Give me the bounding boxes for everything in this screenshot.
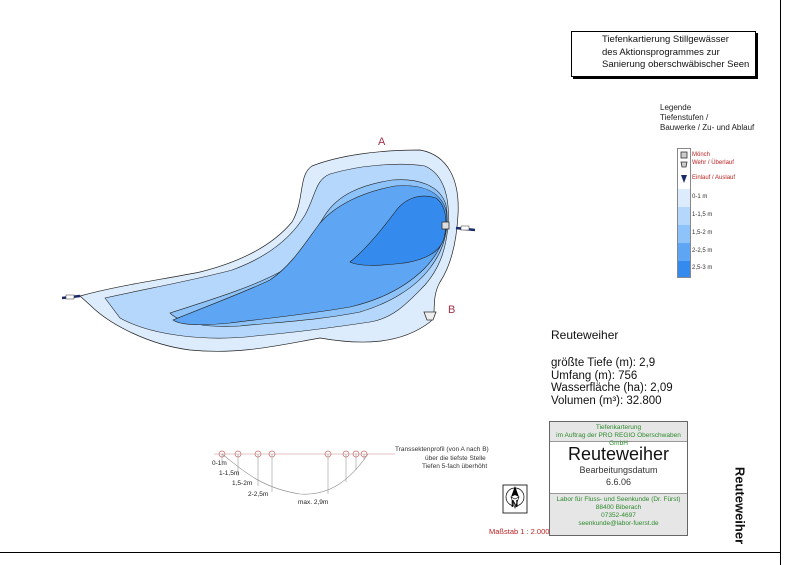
- title-line-2: des Aktionsprogrammes zur: [602, 46, 720, 58]
- lake-stats: größte Tiefe (m): 2,9 Umfang (m): 756 Wa…: [551, 357, 673, 407]
- stat-volume: Volumen (m³): 32.800: [551, 394, 662, 407]
- title-block: Tiefenkarterung im Auftrag der PRO REGIO…: [549, 421, 688, 536]
- client-line-1: Tiefenkarterung: [595, 424, 642, 431]
- depth-zone-1.5-2: [169, 179, 448, 327]
- transect-markers: [218, 450, 368, 458]
- legend-label-weir: Wehr / Überlauf: [692, 160, 734, 166]
- point-a-label: A: [378, 136, 386, 148]
- transect-profile: [214, 453, 395, 495]
- lake-name: Reuteweiher: [551, 328, 619, 342]
- stat-max-depth: größte Tiefe (m): 2,9: [551, 357, 656, 369]
- legend-label-2-2.5: 2-2,5 m: [692, 248, 713, 254]
- profile-caption: Transsektenprofil (von A nach B) über di…: [395, 446, 489, 472]
- legend-label-0-1: 0-1 m: [692, 194, 708, 200]
- profile-label-1-1.5: 1-1,5m: [219, 470, 240, 477]
- profile-caption-line-2: über die tiefste Stelle: [425, 454, 486, 462]
- title-block-name: Reuteweiher: [567, 444, 670, 464]
- date-value: 6.6.06: [605, 477, 632, 487]
- profile-label-1.5-2: 1,5-2m: [232, 480, 253, 487]
- depth-zone-0-1: [79, 149, 459, 352]
- profile-caption-line-3: Tiefen 5-fach überhöht: [422, 463, 488, 470]
- client-line-2: im Auftrag der PRO REGIO Oberschwaben Gm…: [556, 432, 681, 447]
- client-band: Tiefenkarterung im Auftrag der PRO REGIO…: [550, 422, 687, 447]
- lab-line-4: seenkunde@labor-fuerst.de: [578, 520, 659, 527]
- outlet-b-icon: [423, 311, 437, 321]
- inlet-west-icon: [61, 294, 81, 300]
- legend-swatch-1-1.5: [678, 207, 690, 225]
- profile-label-max: max. 2,9m: [298, 499, 329, 506]
- depth-zone-2-2.5: [172, 185, 448, 325]
- inlet-outlet-icon: [679, 174, 689, 184]
- frame-right-line: [780, 0, 781, 565]
- legend-subheading-structures: Bauwerke / Zu- und Ablauf: [660, 123, 755, 132]
- side-title: Reuteweiher: [732, 466, 748, 545]
- legend-column: [677, 148, 691, 278]
- frame-bottom-line: [0, 552, 781, 553]
- legend-swatch-0-1: [678, 189, 690, 207]
- stat-area: Wasserfläche (ha): 2,09: [551, 382, 673, 394]
- date-label: Bearbeitungsdatum: [579, 465, 658, 475]
- weir-icon: [441, 221, 450, 230]
- profile-label-0-1: 0-1m: [212, 460, 227, 467]
- north-label: N: [511, 499, 519, 510]
- lab-line-3: 07352-4697: [601, 512, 636, 519]
- depth-zone-2.5-3: [349, 195, 447, 266]
- legend-label-2.5-3: 2,5-3 m: [692, 265, 713, 271]
- point-b-label: B: [448, 304, 456, 316]
- legend-label-monk: Mönch: [692, 152, 711, 158]
- legend-swatch-2.5-3: [678, 261, 690, 277]
- profile-caption-line-1: Transsektenprofil (von A nach B): [395, 446, 489, 453]
- lab-band: Labor für Fluss- und Seenkunde (Dr. Fürs…: [550, 493, 687, 535]
- depth-zone-1-1.5: [104, 163, 449, 339]
- legend-label-1.5-2: 1,5-2 m: [692, 230, 713, 236]
- monk-structure-icon: [680, 151, 688, 168]
- profile-label-2-2.5: 2-2,5m: [248, 491, 269, 498]
- lab-line-1: Labor für Fluss- und Seenkunde (Dr. Fürs…: [556, 496, 681, 503]
- legend-heading: Legende: [660, 103, 692, 112]
- legend-swatch-2-2.5: [678, 243, 690, 261]
- legend-subheading-depth: Tiefenstufen /: [660, 113, 709, 122]
- outlet-east-icon: [455, 225, 476, 232]
- lab-line-2: 88400 Biberach: [595, 504, 642, 511]
- legend-swatch-1.5-2: [678, 225, 690, 243]
- legend-label-1-1.5: 1-1,5 m: [692, 212, 713, 218]
- stat-perimeter: Umfang (m): 756: [551, 369, 638, 382]
- title-box: Tiefenkartierung Stillgewässer des Aktio…: [571, 31, 756, 77]
- title-line-3: Sanierung oberschwäbischer Seen: [602, 59, 750, 70]
- title-line-1: Tiefenkartierung Stillgewässer: [602, 34, 729, 45]
- scale-label: Maßstab 1 : 2.000: [489, 527, 550, 536]
- legend-label-inlet: Einlauf / Auslauf: [692, 175, 736, 181]
